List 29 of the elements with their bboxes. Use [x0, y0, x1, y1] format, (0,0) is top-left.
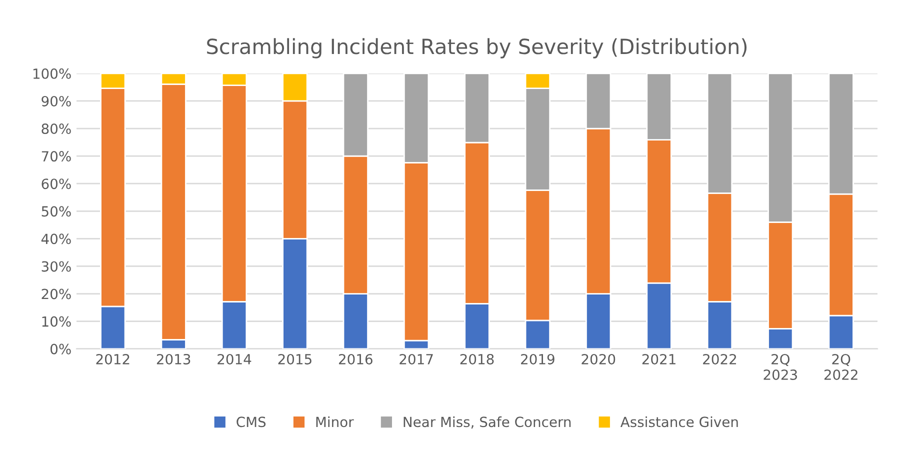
x-tick-label: 2Q 2023 — [764, 354, 797, 380]
x-tick-label: 2017 — [400, 354, 433, 364]
legend-label: CMS — [236, 416, 266, 428]
x-tick-label: 2022 — [703, 354, 736, 364]
y-tick-label: 40% — [41, 234, 71, 244]
y-tick-label: 80% — [42, 123, 71, 134]
x-tick-label: 2020 — [582, 354, 616, 364]
y-tick-label: 20% — [42, 288, 71, 300]
y-tick-label: 30% — [42, 261, 71, 272]
x-tick-label: 2021 — [642, 354, 676, 364]
legend-label: Near Miss, Safe Concern — [404, 416, 571, 429]
y-tick-label: 50% — [42, 206, 71, 217]
x-tick-label: 2013 — [156, 354, 190, 364]
y-tick-label: 10% — [42, 316, 71, 327]
x-tick-label: 2015 — [278, 354, 312, 364]
x-tick-label: 2018 — [460, 354, 494, 364]
y-tick-label: 0% — [50, 344, 71, 354]
x-tick-label: 2016 — [338, 354, 372, 364]
x-tick-label: 2012 — [96, 354, 130, 364]
chart-title: Scrambling Incident Rates by Severity (Distribution) — [207, 38, 747, 58]
legend-label: Minor — [316, 416, 354, 428]
y-tick-label: 70% — [42, 151, 71, 162]
y-tick-label: 60% — [42, 178, 71, 190]
x-tick-label: 2019 — [521, 354, 554, 364]
x-tick-label: 2014 — [218, 354, 252, 364]
y-tick-label: 100% — [33, 68, 71, 79]
y-tick-label: 90% — [42, 96, 71, 106]
x-tick-label: 2Q 2022 — [824, 354, 858, 380]
legend-label: Assistance Given — [620, 416, 738, 428]
